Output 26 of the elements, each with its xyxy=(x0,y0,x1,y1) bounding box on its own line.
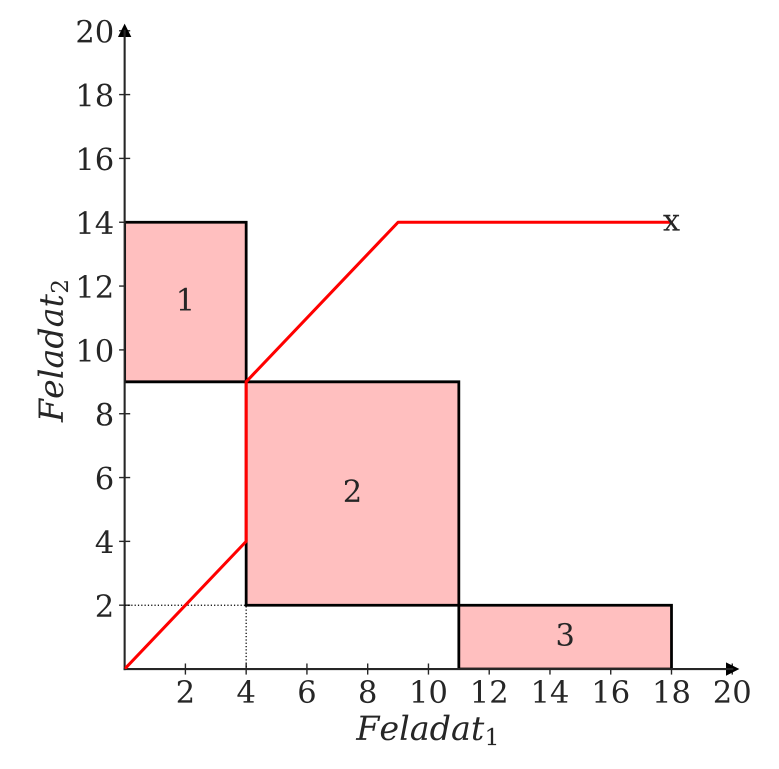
x-tick-label: 2 xyxy=(178,680,192,703)
y-tick-label: 4 xyxy=(96,530,113,553)
x-tick-label: 16 xyxy=(595,680,628,704)
annotation: 1 xyxy=(179,288,191,310)
x-tick-label: 12 xyxy=(474,680,506,703)
y-axis-title: Feladat$_{2}$ xyxy=(38,281,68,423)
x-tick-label: 18 xyxy=(656,680,689,704)
y-tick-label: 16 xyxy=(79,147,112,170)
y-tick-label: 8 xyxy=(96,402,112,426)
y-tick-label: 18 xyxy=(79,84,112,107)
annotation: x xyxy=(663,214,680,231)
y-tick-label: 20 xyxy=(77,20,112,43)
y-tick-label: 2 xyxy=(96,594,112,617)
y-tick-label: 10 xyxy=(79,338,112,362)
x-tick-label: 10 xyxy=(412,680,446,704)
x-tick-label: 6 xyxy=(299,680,315,704)
x-tick-label: 4 xyxy=(237,680,254,703)
y-tick-label: 12 xyxy=(79,275,112,298)
x-tick-label: 14 xyxy=(534,680,568,703)
annotation: 3 xyxy=(558,622,573,646)
y-tick-label: 6 xyxy=(96,466,112,490)
x-tick-label: 20 xyxy=(714,680,750,704)
y-tick-label: 14 xyxy=(79,211,113,234)
x-axis-title: Feladat$_{1}$ xyxy=(356,714,496,746)
x-tick-label: 8 xyxy=(360,680,376,704)
annotation: 2 xyxy=(344,479,360,502)
